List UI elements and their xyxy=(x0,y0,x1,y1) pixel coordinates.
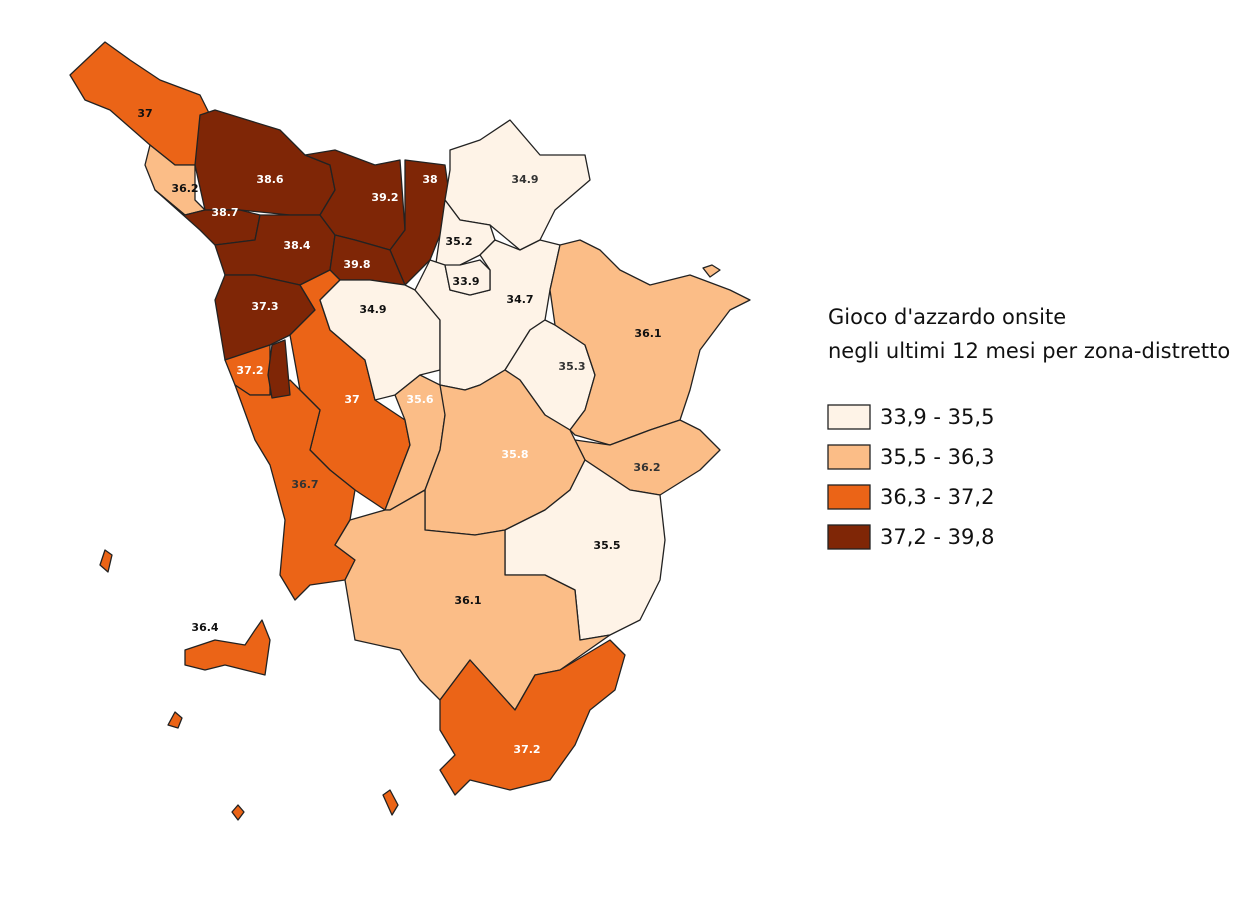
region-value: 36.1 xyxy=(634,327,661,340)
region-value: 36.7 xyxy=(291,478,318,491)
legend-swatch xyxy=(827,404,871,430)
legend-label: 35,5 - 36,3 xyxy=(880,445,994,469)
region-value: 34.7 xyxy=(506,293,533,306)
region-value: 34.9 xyxy=(511,173,538,186)
island xyxy=(167,711,183,729)
region-value: 36.2 xyxy=(633,461,660,474)
region-value: 36.4 xyxy=(191,621,218,634)
region xyxy=(549,239,751,446)
legend-swatch xyxy=(827,484,871,510)
region-value: 37 xyxy=(344,393,359,406)
region-value: 35.5 xyxy=(593,539,620,552)
region-value: 37.2 xyxy=(236,364,263,377)
region xyxy=(184,619,271,676)
regions: 37 36.2 38.6 38.7 38.4 39.2 38 39.8 37.3 37.2 37 36… xyxy=(69,41,751,796)
legend-title: negli ultimi 12 mesi per zona-distretto xyxy=(828,339,1230,363)
island xyxy=(702,264,721,278)
region-value: 35.8 xyxy=(501,448,528,461)
region-value: 35.6 xyxy=(406,393,433,406)
region-value: 38 xyxy=(422,173,437,186)
region-value: 38.4 xyxy=(283,239,310,252)
legend: 33,9 - 35,5 35,5 - 36,3 36,3 - 37,2 37,2 - … xyxy=(827,404,994,550)
region-value: 39.8 xyxy=(343,258,370,271)
region-value: 35.2 xyxy=(445,235,472,248)
region xyxy=(69,41,211,166)
island xyxy=(382,789,399,816)
island xyxy=(231,804,245,821)
legend-swatch xyxy=(827,524,871,550)
legend-title: Gioco d'azzardo onsite xyxy=(828,305,1066,329)
dark-strip xyxy=(267,339,291,399)
region-value: 35.3 xyxy=(558,360,585,373)
region xyxy=(194,109,336,216)
region-value: 36.1 xyxy=(454,594,481,607)
region xyxy=(439,639,626,796)
legend-label: 37,2 - 39,8 xyxy=(880,525,994,549)
region-value: 34.9 xyxy=(359,303,386,316)
region-value: 36.2 xyxy=(171,182,198,195)
region-value: 37.3 xyxy=(251,300,278,313)
legend-swatch xyxy=(827,444,871,470)
region-value: 37 xyxy=(137,107,152,120)
region-value: 33.9 xyxy=(452,275,479,288)
legend-label: 36,3 - 37,2 xyxy=(880,485,994,509)
region-value: 37.2 xyxy=(513,743,540,756)
region-value: 38.7 xyxy=(211,206,238,219)
region-value: 39.2 xyxy=(371,191,398,204)
island xyxy=(99,549,113,573)
legend-label: 33,9 - 35,5 xyxy=(880,405,994,429)
region xyxy=(444,259,491,296)
islands xyxy=(99,264,721,821)
region-value: 38.6 xyxy=(256,173,283,186)
